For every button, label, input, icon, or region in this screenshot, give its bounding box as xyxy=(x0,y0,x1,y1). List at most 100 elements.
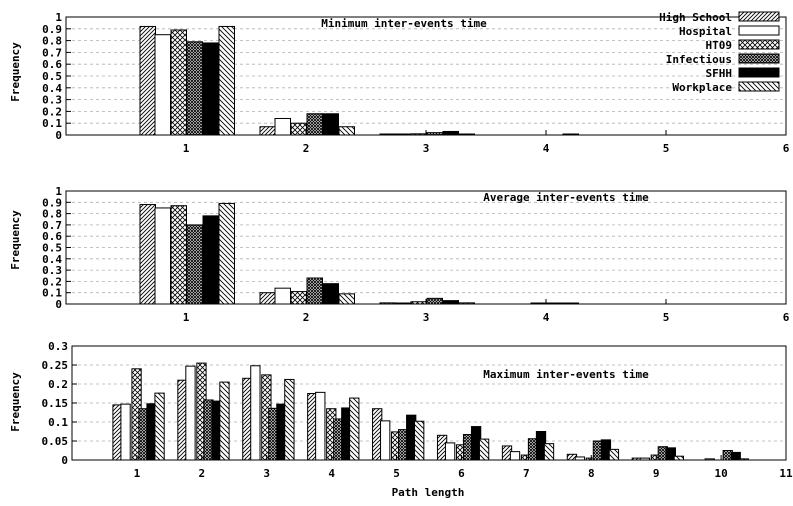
bar-sfhh xyxy=(442,130,459,136)
y-tick-label: 0.7 xyxy=(42,46,62,59)
bar-hospital xyxy=(444,442,456,461)
bar-hospital xyxy=(380,420,391,461)
legend-label: High School xyxy=(659,11,732,24)
legend-label: SFHH xyxy=(706,67,733,80)
y-tick-label: 0.1 xyxy=(48,416,68,429)
y-axis-label-3: Frequency xyxy=(9,372,22,432)
x-tick-label: 10 xyxy=(714,467,727,480)
y-ticks-3: 0 0.05 0.1 0.15 0.2 0.25 0.3 xyxy=(42,340,77,467)
bar-hospital xyxy=(120,403,131,461)
x-axis-label: Path length xyxy=(392,486,465,499)
y-tick-label: 0.4 xyxy=(42,253,62,266)
y-tick-label: 1 xyxy=(55,185,62,198)
x-tick-label: 2 xyxy=(303,142,310,155)
y-tick-label: 1 xyxy=(55,11,62,24)
bar-infectious xyxy=(426,297,443,305)
bar-high-school xyxy=(139,25,156,136)
y-tick-label: 0 xyxy=(61,454,68,467)
bar-ht09 xyxy=(290,122,307,136)
y-tick-label: 0.05 xyxy=(42,435,69,448)
x-tick-label: 4 xyxy=(328,467,335,480)
y-tick-label: 0.9 xyxy=(42,196,62,209)
x-tick-label: 5 xyxy=(663,142,670,155)
y-tick-label: 0.5 xyxy=(42,242,62,255)
bar-high-school xyxy=(259,292,276,305)
x-tick-label: 3 xyxy=(423,311,430,324)
legend-swatch xyxy=(738,67,780,78)
bar-hospital xyxy=(154,207,171,305)
bar-workplace xyxy=(154,392,165,461)
x-tick-label: 4 xyxy=(543,142,550,155)
bar-workplace xyxy=(349,397,360,461)
bar-workplace xyxy=(218,202,235,305)
bar-hospital xyxy=(274,287,291,305)
x-tick-label: 6 xyxy=(783,142,790,155)
x-tick-label: 6 xyxy=(458,467,465,480)
bar-hospital xyxy=(185,365,196,461)
y-tick-label: 0.8 xyxy=(42,208,62,221)
y-tick-label: 0.6 xyxy=(42,230,62,243)
chart-title-2: Average inter-events time xyxy=(483,191,649,204)
bar-workplace xyxy=(338,293,355,305)
bar-ht09 xyxy=(170,205,187,305)
legend-label: HT09 xyxy=(706,39,733,52)
bar-sfhh xyxy=(442,300,459,305)
legend-swatch xyxy=(738,81,780,92)
y-tick-label: 0.7 xyxy=(42,219,62,232)
bar-hospital xyxy=(274,117,291,136)
bar-infectious xyxy=(306,113,323,136)
x-tick-label: 3 xyxy=(263,467,270,480)
bar-sfhh xyxy=(322,283,339,305)
bar-workplace xyxy=(673,455,684,461)
y-tick-label: 0.6 xyxy=(42,58,62,71)
grid-lines-3 xyxy=(72,364,786,442)
x-tick-label: 6 xyxy=(783,311,790,324)
y-tick-label: 0.5 xyxy=(42,70,62,83)
x-tick-label: 7 xyxy=(523,467,530,480)
bar-high-school xyxy=(259,126,276,136)
y-tick-label: 0.1 xyxy=(42,287,62,300)
bar-infectious xyxy=(306,277,323,305)
y-tick-label: 0 xyxy=(55,298,62,311)
panel-maximum: 0 0.05 0.1 0.15 0.2 0.25 0.3 1 2 3 4 5 6 7 8 9 10 11 Max… xyxy=(9,340,793,499)
chart-title-3: Maximum inter-events time xyxy=(483,368,649,381)
bar-hospital xyxy=(315,391,326,461)
bars-3 xyxy=(112,362,749,461)
x-tick-label: 5 xyxy=(663,311,670,324)
x-tick-label: 8 xyxy=(588,467,595,480)
x-tick-label: 1 xyxy=(183,142,190,155)
y-tick-label: 0.1 xyxy=(42,117,62,130)
bar-hospital xyxy=(154,34,171,136)
y-tick-label: 0.25 xyxy=(42,359,69,372)
y-tick-label: 0.3 xyxy=(42,264,62,277)
x-tick-label: 3 xyxy=(423,142,430,155)
legend-swatch xyxy=(738,39,780,50)
bar-ht09 xyxy=(290,291,307,305)
x-tick-label: 5 xyxy=(393,467,400,480)
x-tick-label: 4 xyxy=(543,311,550,324)
legend-swatch xyxy=(738,25,780,36)
bar-hospital xyxy=(250,365,261,461)
y-tick-label: 0.2 xyxy=(42,275,62,288)
bar-workplace xyxy=(478,438,490,461)
x-tick-label: 2 xyxy=(199,467,206,480)
x-tick-label: 2 xyxy=(303,311,310,324)
legend-label: Hospital xyxy=(679,25,732,38)
y-tick-label: 0.9 xyxy=(42,23,62,36)
y-axis-label-1: Frequency xyxy=(9,42,22,102)
y-tick-label: 0.3 xyxy=(48,340,68,353)
bar-hospital xyxy=(509,451,521,461)
y-tick-label: 0.2 xyxy=(48,378,68,391)
y-axis-label-2: Frequency xyxy=(9,210,22,270)
legend-swatch xyxy=(738,11,780,22)
bar-workplace xyxy=(543,443,555,461)
x-ticks-2: 1 2 3 4 5 6 xyxy=(183,299,790,324)
chart-title-1: Minimum inter-events time xyxy=(321,17,487,30)
x-ticks-3: 1 2 3 4 5 6 7 8 9 10 11 xyxy=(134,455,793,480)
bar-sfhh xyxy=(202,42,219,136)
bar-workplace xyxy=(218,25,235,136)
y-tick-label: 0.8 xyxy=(42,35,62,48)
legend: High SchoolHospitalHT09InfectiousSFHHWor… xyxy=(659,11,780,94)
x-tick-label: 1 xyxy=(183,311,190,324)
